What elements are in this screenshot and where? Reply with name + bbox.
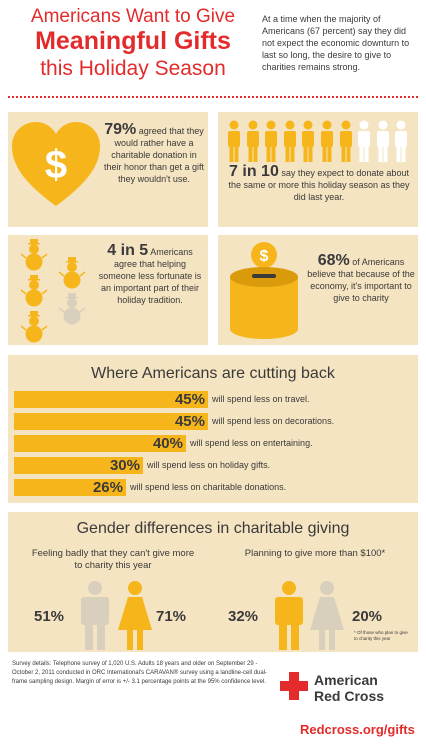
- female-figure-icon: [310, 581, 344, 650]
- snowman-icon-group: [12, 235, 96, 345]
- female-figure-icon: [118, 581, 152, 650]
- right-female-value: 20%: [352, 608, 383, 625]
- gender-panel: Gender differences in charitable giving …: [8, 512, 418, 652]
- website-link[interactable]: Redcross.org/gifts: [300, 722, 415, 737]
- bar-fill: [14, 435, 186, 452]
- coin-jar-icon: $: [230, 242, 298, 339]
- person-icon: [246, 120, 259, 162]
- gender-left-caption: Feeling badly that they can't give more …: [31, 548, 195, 571]
- bar-label: will spend less on holiday gifts.: [147, 460, 271, 470]
- snowman-icon: [20, 311, 48, 343]
- snowman-icon: [20, 275, 48, 307]
- bar-label: will spend less on decorations.: [212, 416, 335, 426]
- person-icon: [395, 120, 408, 162]
- person-icon: [358, 120, 371, 162]
- stat-panel-donate-same: 7 in 10 say they expect to donate about …: [218, 112, 418, 227]
- gender-title: Gender differences in charitable giving: [76, 520, 350, 537]
- snowman-icon: [58, 293, 86, 325]
- stat-panel-economy: $ 68% of Americans believe that because …: [218, 235, 418, 345]
- person-icon: [376, 120, 389, 162]
- stat-value: 7 in 10: [229, 163, 279, 180]
- gender-right-caption: Planning to give more than $100*: [244, 548, 386, 559]
- gender-footnote: * Of those who plan to give to charity t…: [354, 630, 408, 641]
- bar-value: 40%: [152, 435, 183, 452]
- intro-text: At a time when the majority of Americans…: [262, 14, 410, 72]
- brand-name-line-1: American: [314, 672, 378, 688]
- snowman-icon: [20, 239, 48, 271]
- bar-value: 30%: [109, 457, 140, 474]
- stat-panel-donation: $ 79% agreed that they would rather have…: [8, 112, 208, 227]
- survey-details: Survey details: Telephone survey of 1,02…: [12, 661, 268, 685]
- heart-dollar-icon: $: [12, 122, 100, 206]
- stat-text: agreed that they would rather have a cha…: [103, 126, 205, 184]
- person-icon: [339, 120, 352, 162]
- title-line-2: Meaningful Gifts: [35, 27, 231, 55]
- bar-label: will spend less on entertaining.: [190, 438, 313, 448]
- stat-value: 79%: [104, 121, 137, 138]
- person-icon: [302, 120, 315, 162]
- stat-text: say they expect to donate about the same…: [228, 168, 410, 202]
- cutting-back-panel: Where Americans are cutting back 45% will…: [8, 355, 418, 503]
- red-cross-logo-icon: [278, 670, 310, 702]
- stat-value: 4 in 5: [107, 242, 149, 259]
- svg-text:$: $: [45, 143, 67, 187]
- stat-panel-tradition: 4 in 5 Americans agree that helping some…: [8, 235, 208, 345]
- male-figure-icon: [81, 581, 109, 650]
- people-icon-row: [226, 120, 412, 164]
- left-female-value: 71%: [156, 608, 187, 625]
- right-male-value: 32%: [228, 608, 259, 625]
- header-divider: [8, 96, 418, 98]
- bar-value: 45%: [174, 391, 205, 408]
- bar-value: 26%: [92, 479, 123, 496]
- bar-fill: [14, 391, 208, 408]
- stat-text: of Americans believe that because of the…: [307, 257, 415, 303]
- left-male-value: 51%: [34, 608, 65, 625]
- bar-fill: [14, 479, 126, 496]
- svg-text:$: $: [260, 248, 269, 265]
- bar-value: 45%: [174, 413, 205, 430]
- stat-text: Americans agree that helping someone les…: [98, 247, 202, 305]
- stat-value: 68%: [317, 252, 350, 269]
- male-figure-icon: [275, 581, 303, 650]
- bar-fill: [14, 413, 208, 430]
- bar-label: will spend less on travel.: [212, 394, 310, 404]
- bar-fill: [14, 457, 143, 474]
- person-icon: [228, 120, 240, 162]
- title-line-3: this Holiday Season: [40, 57, 226, 80]
- person-icon: [265, 120, 278, 162]
- bar-label: will spend less on charitable donations.: [130, 482, 287, 492]
- title-line-1: Americans Want to Give: [30, 6, 236, 27]
- person-icon: [283, 120, 296, 162]
- snowman-icon: [58, 257, 86, 289]
- cutting-back-title: Where Americans are cutting back: [91, 365, 335, 382]
- person-icon: [321, 120, 333, 162]
- brand-name-line-2: Red Cross: [314, 688, 385, 704]
